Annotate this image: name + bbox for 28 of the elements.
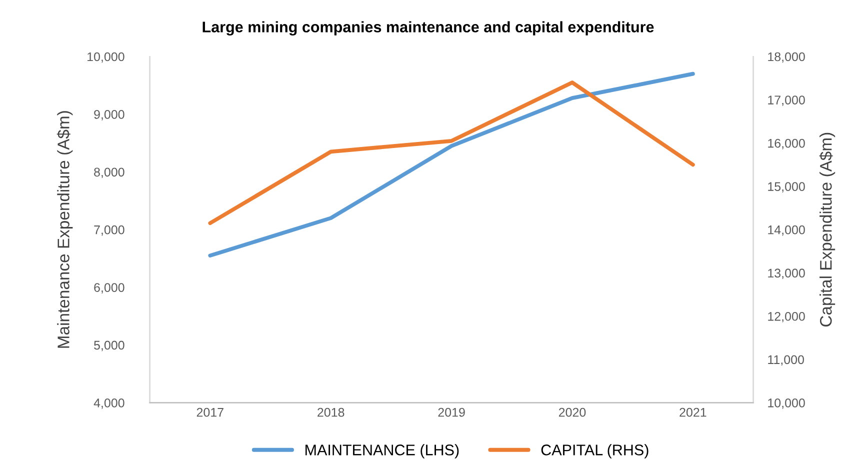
y2-tick-label: 13,000: [768, 268, 805, 280]
y-tick-label: 5,000: [94, 340, 124, 352]
y2-tick-label: 17,000: [768, 96, 805, 106]
legend-label: MAINTENANCE (LHS): [306, 444, 459, 458]
y2-tick-label: 11,000: [768, 355, 804, 366]
y2-tick-label: 15,000: [768, 182, 805, 192]
y-tick-label: 4,000: [94, 398, 124, 409]
y2-tick-label: 14,000: [768, 225, 805, 236]
legend-label: CAPITAL (RHS): [541, 444, 648, 458]
x-tick-label: 2020: [558, 408, 586, 417]
line-series: [208, 80, 695, 226]
y-tick-label: 10,000: [88, 52, 124, 63]
y2-tick-label: 12,000: [768, 312, 805, 322]
chart-title: Large mining companies maintenance and capital expenditure: [202, 21, 654, 36]
y2-axis-title: Capital Expenditure (A$m): [819, 132, 836, 326]
y2-tick-label: 10,000: [768, 398, 805, 409]
y-tick-label: 6,000: [94, 283, 124, 294]
y-tick-label: 7,000: [94, 225, 124, 236]
x-tick-label: 2019: [438, 408, 465, 417]
x-tick-label: 2017: [196, 408, 224, 417]
y2-tick-label: 16,000: [768, 138, 805, 150]
line-series: [208, 72, 695, 258]
x-tick-label: 2018: [318, 408, 344, 417]
y2-tick-label: 18,000: [768, 52, 805, 63]
y-tick-label: 9,000: [94, 110, 124, 120]
y-axis-title: Maintenance Expenditure (A$m): [56, 111, 73, 348]
x-tick-label: 2021: [680, 408, 706, 417]
y-tick-label: 8,000: [94, 168, 124, 178]
